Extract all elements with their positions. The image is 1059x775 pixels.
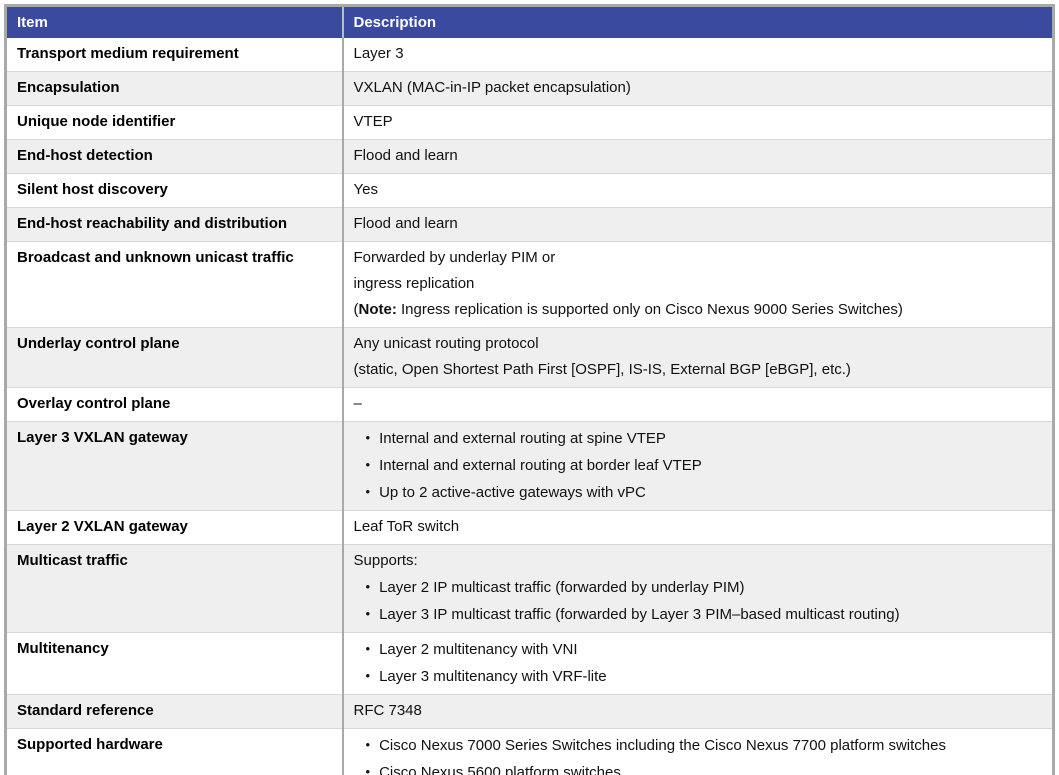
table-row: Layer 3 VXLAN gateway • Internal and exter… [5,421,1054,511]
bullet-icon: • [365,764,371,775]
item-cell: Encapsulation [5,71,343,106]
bullet-line: • Layer 2 IP multicast traffic (forwarded… [354,574,1043,601]
description-cell: Leaf ToR switch [341,510,1054,545]
table-row: Multitenancy • Layer 2 multitenancy with V… [5,632,1054,695]
item-cell: Underlay control plane [5,327,343,388]
description-cell: VXLAN (MAC-in-IP packet encapsulation) [341,71,1054,106]
item-cell: Broadcast and unknown unicast traffic [5,241,343,328]
table-row: Underlay control plane Any unicast routin… [5,327,1054,388]
bullet-icon: • [365,606,371,621]
item-cell: Layer 3 VXLAN gateway [5,421,343,511]
text-line: (static, Open Shortest Path First [OSPF]… [353,361,851,378]
item-cell: Multitenancy [5,632,343,695]
bullet-line: • Internal and external routing at spine … [354,425,1043,452]
item-cell: Silent host discovery [5,173,343,208]
text-line: RFC 7348 [353,702,422,719]
description-cell: • Internal and external routing at spine … [341,421,1054,511]
table-row: Silent host discovery Yes [5,173,1054,208]
description-cell: Flood and learn [341,207,1054,242]
column-header-description: Description [341,5,1054,38]
text-line: VTEP [353,113,393,130]
text-line: Flood and learn [353,147,458,164]
description-cell: VTEP [341,105,1054,140]
table-row: End-host detection Flood and learn [5,139,1054,174]
bullet-icon: • [365,457,371,472]
text-line: ingress replication [353,275,475,292]
table-body: Transport medium requirement Layer 3 Encap… [5,38,1054,775]
item-cell: Layer 2 VXLAN gateway [5,510,343,545]
text-line: VXLAN (MAC-in-IP packet encapsulation) [353,79,631,96]
table-row: Supported hardware • Cisco Nexus 7000 Seri… [5,728,1054,775]
table-header-row: Item Description [5,5,1054,38]
text-line: Yes [353,181,378,198]
note-line: (Note: Ingress replication is supported … [353,301,903,318]
vxlan-flood-and-learn-spec-table: Item Description Transport medium requir… [4,4,1055,775]
bullet-line: • Up to 2 active-active gateways with vPC [354,479,1043,506]
item-cell: Multicast traffic [5,544,343,633]
table-row: End-host reachability and distribution Fl… [5,207,1054,242]
table-row: Unique node identifier VTEP [5,105,1054,140]
table-row: Overlay control plane – [5,387,1054,422]
item-cell: Overlay control plane [5,387,343,422]
description-cell: • Cisco Nexus 7000 Series Switches includ… [341,728,1054,775]
bullet-line: • Cisco Nexus 5600 platform switches [354,759,1043,775]
description-cell: Layer 3 [341,38,1054,72]
bullet-line: • Internal and external routing at border… [354,452,1043,479]
text-line: Forwarded by underlay PIM or [353,249,556,266]
text-line: Any unicast routing protocol [353,335,539,352]
bullet-line: • Cisco Nexus 7000 Series Switches includ… [354,732,1043,759]
item-cell: End-host detection [5,139,343,174]
bullet-icon: • [365,668,371,683]
bullet-icon: • [365,579,371,594]
description-cell: Flood and learn [341,139,1054,174]
item-cell: Unique node identifier [5,105,343,140]
table-row: Standard reference RFC 7348 [5,694,1054,729]
text-line: Leaf ToR switch [353,518,460,535]
table-row: Encapsulation VXLAN (MAC-in-IP packet enc… [5,71,1054,106]
table-row: Multicast traffic Supports: • Layer 2 IP mu… [5,544,1054,633]
bullet-icon: • [365,430,371,445]
item-cell: Standard reference [5,694,343,729]
table-row: Transport medium requirement Layer 3 [5,38,1054,72]
description-cell: Yes [341,173,1054,208]
description-cell: Any unicast routing protocol (static, Ope… [341,327,1054,388]
bullet-line: • Layer 2 multitenancy with VNI [354,636,1043,663]
item-cell: End-host reachability and distribution [5,207,343,242]
bullet-icon: • [365,641,371,656]
table-row: Broadcast and unknown unicast traffic For… [5,241,1054,328]
item-cell: Transport medium requirement [5,38,343,72]
description-cell: Forwarded by underlay PIM or ingress repl… [341,241,1054,328]
text-line: Layer 3 [353,45,404,62]
text-line: Supports: [353,552,418,569]
description-cell: – [341,387,1054,422]
text-line: – [353,395,362,412]
description-cell: RFC 7348 [341,694,1054,729]
table-row: Layer 2 VXLAN gateway Leaf ToR switch [5,510,1054,545]
bullet-icon: • [365,484,371,499]
text-line: Flood and learn [353,215,458,232]
bullet-line: • Layer 3 multitenancy with VRF-lite [354,663,1043,690]
bullet-line: • Layer 3 IP multicast traffic (forwarded… [354,601,1043,628]
item-cell: Supported hardware [5,728,343,775]
description-cell: Supports: • Layer 2 IP multicast traffic (… [341,544,1054,633]
bullet-icon: • [365,737,371,752]
description-cell: • Layer 2 multitenancy with VNI • Layer 3 m… [341,632,1054,695]
column-header-item: Item [5,5,343,38]
